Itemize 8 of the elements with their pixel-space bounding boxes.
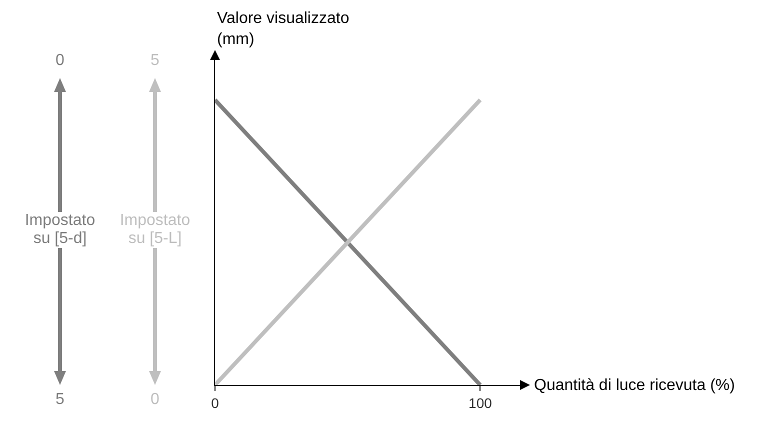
text: 5 [135, 52, 175, 70]
text: 5 [40, 391, 80, 409]
x-axis-title: Quantità di luce ricevuta (%) [534, 377, 735, 394]
text: 0 [40, 52, 80, 70]
x-tick-label: 100 [468, 394, 492, 411]
text: Impostato su [5-L] [114, 212, 196, 248]
text: Impostato su [5-d] [19, 212, 101, 248]
y-axis-title: Valore visualizzato (mm) [217, 10, 350, 48]
